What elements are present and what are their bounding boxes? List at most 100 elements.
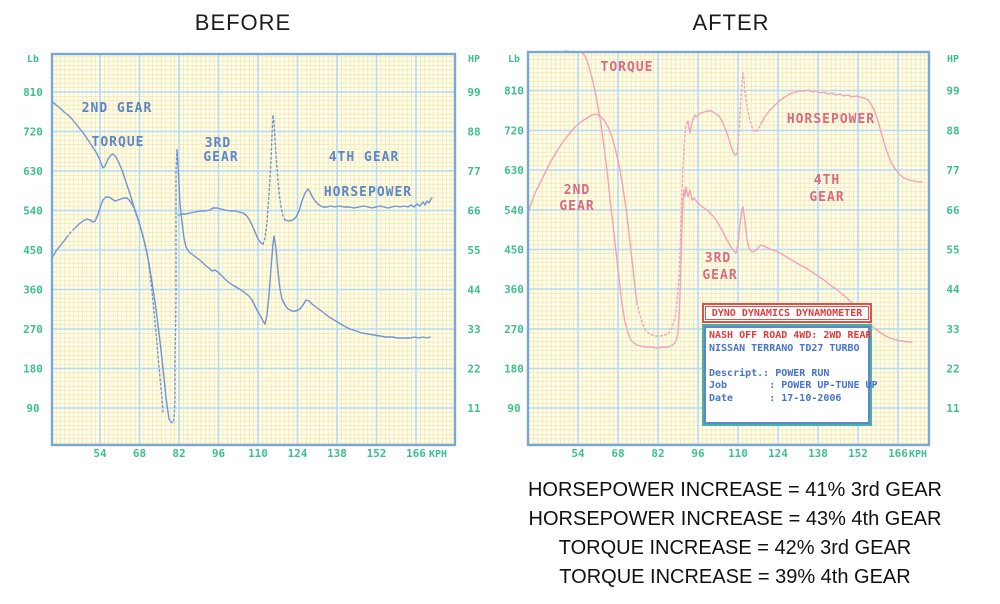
x-tick-label: 124 xyxy=(288,447,308,460)
summary-line-tq-3rd: TORQUE INCREASE = 42% 3rd GEAR xyxy=(558,537,912,559)
curve-label: 3RD xyxy=(705,251,731,266)
y-right-unit: HP xyxy=(947,54,959,65)
curve-label: 4TH GEAR xyxy=(329,150,400,165)
curve-label: GEAR xyxy=(809,190,844,205)
dyno-box-after: NASH OFF ROAD 4WD: 2WD REAR NISSAN TERRA… xyxy=(702,324,878,426)
x-tick-label: 96 xyxy=(212,447,226,460)
y-left-tick-label: 450 xyxy=(23,244,43,257)
x-tick-label: 68 xyxy=(133,447,146,460)
curve-label: 3RD xyxy=(205,136,231,151)
y-left-tick-label: 270 xyxy=(504,323,524,336)
x-tick-label: 82 xyxy=(172,447,185,460)
y-right-tick-label: 22 xyxy=(467,363,480,376)
x-tick-label: 152 xyxy=(367,447,387,460)
y-right-tick-label: 55 xyxy=(946,244,959,257)
info-line-vehicle: NISSAN TERRANO TD27 TURBO xyxy=(709,342,860,354)
info-line-blank xyxy=(65,371,226,384)
y-left-unit: Lb xyxy=(27,54,39,65)
y-left-tick-label: 540 xyxy=(23,205,43,218)
info-line-descript: Descript.: STD POWER RUN xyxy=(65,383,210,395)
y-right-tick-label: 77 xyxy=(946,164,959,177)
info-line-date: Date : 17-10-2006 xyxy=(709,392,842,404)
y-left-tick-label: 180 xyxy=(504,363,524,376)
x-tick-label: 96 xyxy=(691,447,705,460)
x-tick-label: 54 xyxy=(571,447,585,460)
x-tick-label: 68 xyxy=(611,447,624,460)
x-tick-label: 138 xyxy=(808,447,828,460)
info-line-job: Job : POWER UP-TUNE UP xyxy=(709,380,878,391)
y-right-tick-label: 33 xyxy=(946,323,959,336)
y-left-tick-label: 810 xyxy=(504,85,524,98)
info-line-blank xyxy=(709,355,870,368)
curve-label: HORSEPOWER xyxy=(324,185,412,200)
dyno-box-before: NASH OFF ROAD 4WD: 2WD REAR NISSAN TERRA… xyxy=(58,340,228,445)
y-left-tick-label: 90 xyxy=(26,402,39,415)
y-left-tick-label: 720 xyxy=(23,126,43,139)
y-right-tick-label: 22 xyxy=(946,363,959,376)
y-right-tick-label: 44 xyxy=(946,283,960,296)
y-left-tick-label: 630 xyxy=(504,164,524,177)
x-tick-label: 110 xyxy=(728,447,748,460)
y-right-tick-label: 77 xyxy=(467,165,480,178)
summary-line-hp-4th: HORSEPOWER INCREASE = 43% 4th GEAR xyxy=(528,508,942,530)
dyno-box-header-before: DYNO DYNAMICS DYNAMOMETER xyxy=(58,318,228,339)
y-right-tick-label: 99 xyxy=(946,85,959,98)
y-left-tick-label: 810 xyxy=(23,86,43,99)
y-left-tick-label: 360 xyxy=(23,284,43,297)
x-tick-label: 166 xyxy=(406,447,426,460)
y-left-tick-label: 270 xyxy=(23,323,43,336)
summary-block: HORSEPOWER INCREASE = 41% 3rd GEAR HORSE… xyxy=(470,476,1000,592)
y-right-tick-label: 66 xyxy=(946,204,960,217)
y-right-tick-label: 55 xyxy=(467,244,480,257)
y-left-tick-label: 360 xyxy=(504,283,524,296)
info-line-ramp-rate: RAMP RATE=70 xyxy=(65,396,138,407)
info-line-descript: Descript.: POWER RUN xyxy=(709,367,830,379)
y-right-tick-label: 66 xyxy=(467,205,481,218)
y-right-tick-label: 88 xyxy=(467,126,480,139)
info-line-vehicle-config: NASH OFF ROAD 4WD: 2WD REAR xyxy=(709,330,872,341)
info-line-date: Date : 16-10-2006 xyxy=(65,408,198,420)
y-left-tick-label: 720 xyxy=(504,125,524,138)
x-tick-label: 110 xyxy=(248,447,268,460)
x-tick-label: 124 xyxy=(768,447,788,460)
curve-label: TORQUE xyxy=(92,135,145,150)
x-tick-label: 82 xyxy=(651,447,664,460)
x-tick-label: 152 xyxy=(848,447,868,460)
curve-label: GEAR xyxy=(203,150,238,165)
y-right-tick-label: 11 xyxy=(946,402,960,415)
y-left-tick-label: 450 xyxy=(504,244,524,257)
y-left-tick-label: 540 xyxy=(504,204,524,217)
x-tick-label: 138 xyxy=(327,447,347,460)
curve-label: GEAR xyxy=(702,268,737,283)
summary-line-tq-4th: TORQUE INCREASE = 39% 4th GEAR xyxy=(559,566,911,588)
x-tick-label: 166 xyxy=(888,447,908,460)
y-left-tick-label: 90 xyxy=(507,402,520,415)
y-left-tick-label: 180 xyxy=(23,363,43,376)
watermark-line: MIKE xyxy=(536,299,614,330)
y-right-unit: HP xyxy=(468,54,480,65)
watermark-mike-vine-turbos: MIKE VINE TURBOS xyxy=(536,296,652,407)
watermark-line: TURBOS xyxy=(536,373,652,404)
watermark-line: VINE xyxy=(536,336,614,367)
y-left-unit: Lb xyxy=(508,54,520,65)
y-left-tick-label: 630 xyxy=(23,165,43,178)
y-right-tick-label: 11 xyxy=(467,402,481,415)
curve-label: GEAR xyxy=(559,199,594,214)
y-right-tick-label: 88 xyxy=(946,125,959,138)
dyno-box-header-after: DYNO DYNAMICS DYNAMOMETER xyxy=(702,303,872,323)
x-tick-label: 54 xyxy=(93,447,107,460)
curve-label: TORQUE xyxy=(601,60,654,75)
curve-label: HORSEPOWER xyxy=(787,112,875,127)
y-right-tick-label: 33 xyxy=(467,323,480,336)
info-line-vehicle: NISSAN TERRANO TD27 TURBO xyxy=(65,358,216,370)
summary-line-hp-3rd: HORSEPOWER INCREASE = 41% 3rd GEAR xyxy=(527,479,942,501)
curve-label: 4TH xyxy=(814,173,840,188)
x-axis-unit: KPH xyxy=(429,449,447,460)
x-axis-unit: KPH xyxy=(909,449,927,460)
chart-title-after: AFTER xyxy=(692,10,770,35)
chart-title-before: BEFORE xyxy=(194,10,292,35)
y-right-tick-label: 99 xyxy=(467,86,480,99)
y-right-tick-label: 44 xyxy=(467,284,481,297)
curve-label: 2ND GEAR xyxy=(82,101,153,116)
